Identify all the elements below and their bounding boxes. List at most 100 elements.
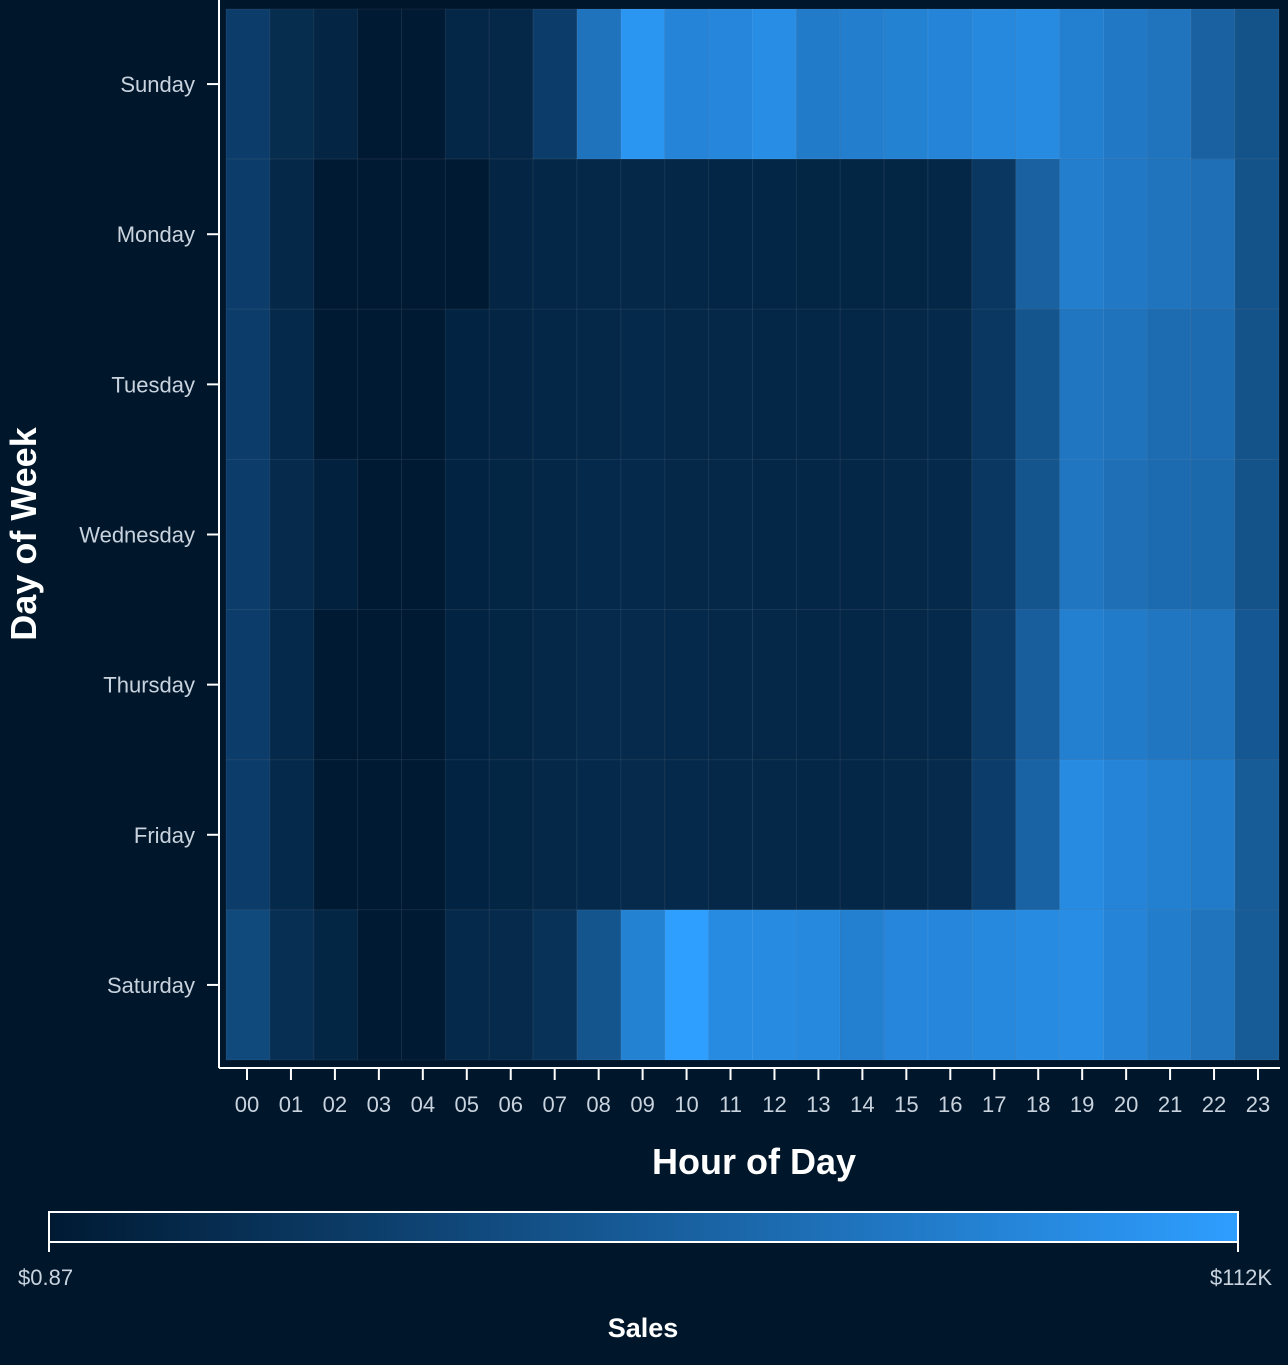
heatmap-cell-monday-03 bbox=[357, 158, 403, 310]
heatmap-cell-tuesday-04 bbox=[401, 308, 446, 460]
heatmap-cell-monday-22 bbox=[1190, 158, 1236, 310]
heatmap-cell-tuesday-02 bbox=[313, 308, 359, 460]
heatmap-cell-tuesday-17 bbox=[971, 308, 1017, 460]
x-tick-label-04: 04 bbox=[411, 1092, 435, 1117]
heatmap-cell-sunday-11 bbox=[708, 8, 754, 160]
heatmap-cell-tuesday-22 bbox=[1190, 308, 1236, 460]
heatmap-cell-monday-00 bbox=[225, 158, 271, 310]
heatmap-cell-saturday-02 bbox=[313, 909, 359, 1061]
legend-gradient-bar bbox=[48, 1211, 1239, 1243]
heatmap-cell-saturday-18 bbox=[1015, 909, 1061, 1061]
heatmap-cell-friday-22 bbox=[1190, 759, 1236, 911]
heatmap-cell-wednesday-19 bbox=[1059, 458, 1105, 611]
heatmap-cell-thursday-06 bbox=[488, 609, 534, 761]
heatmap-cell-tuesday-06 bbox=[488, 308, 534, 460]
heatmap-cell-saturday-14 bbox=[839, 909, 885, 1061]
heatmap-cell-sunday-07 bbox=[532, 8, 578, 160]
x-tick-label-00: 00 bbox=[235, 1092, 259, 1117]
heatmap-cells bbox=[225, 8, 1280, 1061]
legend-title: Sales bbox=[608, 1313, 679, 1343]
x-tick-label-22: 22 bbox=[1202, 1092, 1226, 1117]
y-tick-label-sunday: Sunday bbox=[120, 72, 195, 97]
heatmap-cell-tuesday-07 bbox=[532, 308, 578, 460]
heatmap-cell-sunday-19 bbox=[1059, 8, 1105, 160]
heatmap-cell-tuesday-18 bbox=[1015, 308, 1061, 460]
heatmap-cell-monday-06 bbox=[488, 158, 534, 310]
heatmap-cell-thursday-19 bbox=[1059, 609, 1105, 761]
heatmap-cell-sunday-05 bbox=[444, 8, 490, 160]
heatmap-cell-saturday-04 bbox=[401, 909, 446, 1061]
heatmap-cell-tuesday-23 bbox=[1234, 308, 1280, 460]
y-ticks: Sunday Monday Tuesday Wednesday Thursday Frid… bbox=[79, 72, 219, 998]
heatmap-cell-wednesday-07 bbox=[532, 458, 578, 611]
heatmap-cell-wednesday-21 bbox=[1146, 458, 1192, 611]
heatmap-cell-saturday-05 bbox=[444, 909, 490, 1061]
heatmap-cell-thursday-08 bbox=[576, 609, 622, 761]
x-tick-label-09: 09 bbox=[630, 1092, 654, 1117]
heatmap-cell-friday-15 bbox=[883, 759, 929, 911]
heatmap-cell-sunday-06 bbox=[488, 8, 534, 160]
heatmap-cell-monday-04 bbox=[401, 158, 446, 310]
y-tick-label-thursday: Thursday bbox=[103, 673, 195, 698]
heatmap-cell-saturday-17 bbox=[971, 909, 1017, 1061]
heatmap-cell-wednesday-06 bbox=[488, 458, 534, 611]
heatmap-cell-thursday-22 bbox=[1190, 609, 1236, 761]
heatmap-cell-friday-17 bbox=[971, 759, 1017, 911]
heatmap-cell-tuesday-09 bbox=[620, 308, 666, 460]
heatmap-cell-friday-06 bbox=[488, 759, 534, 911]
heatmap-cell-friday-08 bbox=[576, 759, 622, 911]
heatmap-cell-friday-04 bbox=[401, 759, 446, 911]
heatmap-cell-monday-16 bbox=[927, 158, 973, 310]
heatmap-cell-sunday-10 bbox=[664, 8, 710, 160]
heatmap-cell-friday-13 bbox=[795, 759, 841, 911]
legend-max-label: $112K bbox=[1210, 1265, 1272, 1290]
heatmap-cell-saturday-00 bbox=[225, 909, 271, 1061]
heatmap-cell-wednesday-04 bbox=[401, 458, 446, 611]
heatmap-cell-tuesday-10 bbox=[664, 308, 710, 460]
x-tick-label-02: 02 bbox=[323, 1092, 347, 1117]
heatmap-cell-sunday-14 bbox=[839, 8, 885, 160]
heatmap-cell-sunday-20 bbox=[1103, 8, 1148, 160]
heatmap-cell-friday-16 bbox=[927, 759, 973, 911]
heatmap-cell-saturday-13 bbox=[795, 909, 841, 1061]
heatmap-cell-thursday-21 bbox=[1146, 609, 1192, 761]
heatmap-cell-sunday-23 bbox=[1234, 8, 1280, 160]
heatmap-cell-monday-08 bbox=[576, 158, 622, 310]
heatmap-cell-thursday-01 bbox=[269, 609, 315, 761]
y-tick-label-saturday: Saturday bbox=[107, 973, 195, 998]
heatmap-cell-sunday-17 bbox=[971, 8, 1017, 160]
heatmap-cell-saturday-15 bbox=[883, 909, 929, 1061]
heatmap-cell-monday-07 bbox=[532, 158, 578, 310]
heatmap-cell-friday-03 bbox=[357, 759, 403, 911]
heatmap-cell-monday-17 bbox=[971, 158, 1017, 310]
y-tick-label-tuesday: Tuesday bbox=[111, 372, 195, 397]
heatmap-cell-friday-21 bbox=[1146, 759, 1192, 911]
heatmap-cell-saturday-16 bbox=[927, 909, 973, 1061]
heatmap-cell-thursday-10 bbox=[664, 609, 710, 761]
heatmap-cell-thursday-15 bbox=[883, 609, 929, 761]
heatmap-cell-saturday-23 bbox=[1234, 909, 1280, 1061]
heatmap-cell-monday-09 bbox=[620, 158, 666, 310]
y-tick-label-wednesday: Wednesday bbox=[79, 523, 195, 548]
heatmap-cell-wednesday-01 bbox=[269, 458, 315, 611]
heatmap-cell-saturday-10 bbox=[664, 909, 710, 1061]
heatmap-cell-friday-10 bbox=[664, 759, 710, 911]
heatmap-cell-monday-11 bbox=[708, 158, 754, 310]
x-axis-title: Hour of Day bbox=[652, 1141, 856, 1182]
heatmap-cell-sunday-18 bbox=[1015, 8, 1061, 160]
heatmap-cell-friday-09 bbox=[620, 759, 666, 911]
heatmap-cell-friday-11 bbox=[708, 759, 754, 911]
heatmap-cell-monday-05 bbox=[444, 158, 490, 310]
heatmap-cell-saturday-06 bbox=[488, 909, 534, 1061]
heatmap-cell-thursday-00 bbox=[225, 609, 271, 761]
heatmap-cell-wednesday-23 bbox=[1234, 458, 1280, 611]
heatmap-cell-wednesday-16 bbox=[927, 458, 973, 611]
heatmap-cell-wednesday-11 bbox=[708, 458, 754, 611]
heatmap-cell-monday-15 bbox=[883, 158, 929, 310]
heatmap-cell-wednesday-12 bbox=[752, 458, 797, 611]
y-tick-label-monday: Monday bbox=[117, 222, 195, 247]
x-tick-label-23: 23 bbox=[1246, 1092, 1270, 1117]
heatmap-cell-saturday-11 bbox=[708, 909, 754, 1061]
x-tick-label-15: 15 bbox=[894, 1092, 918, 1117]
